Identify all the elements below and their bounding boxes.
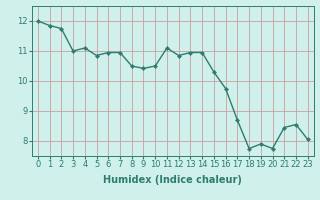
X-axis label: Humidex (Indice chaleur): Humidex (Indice chaleur)	[103, 175, 242, 185]
